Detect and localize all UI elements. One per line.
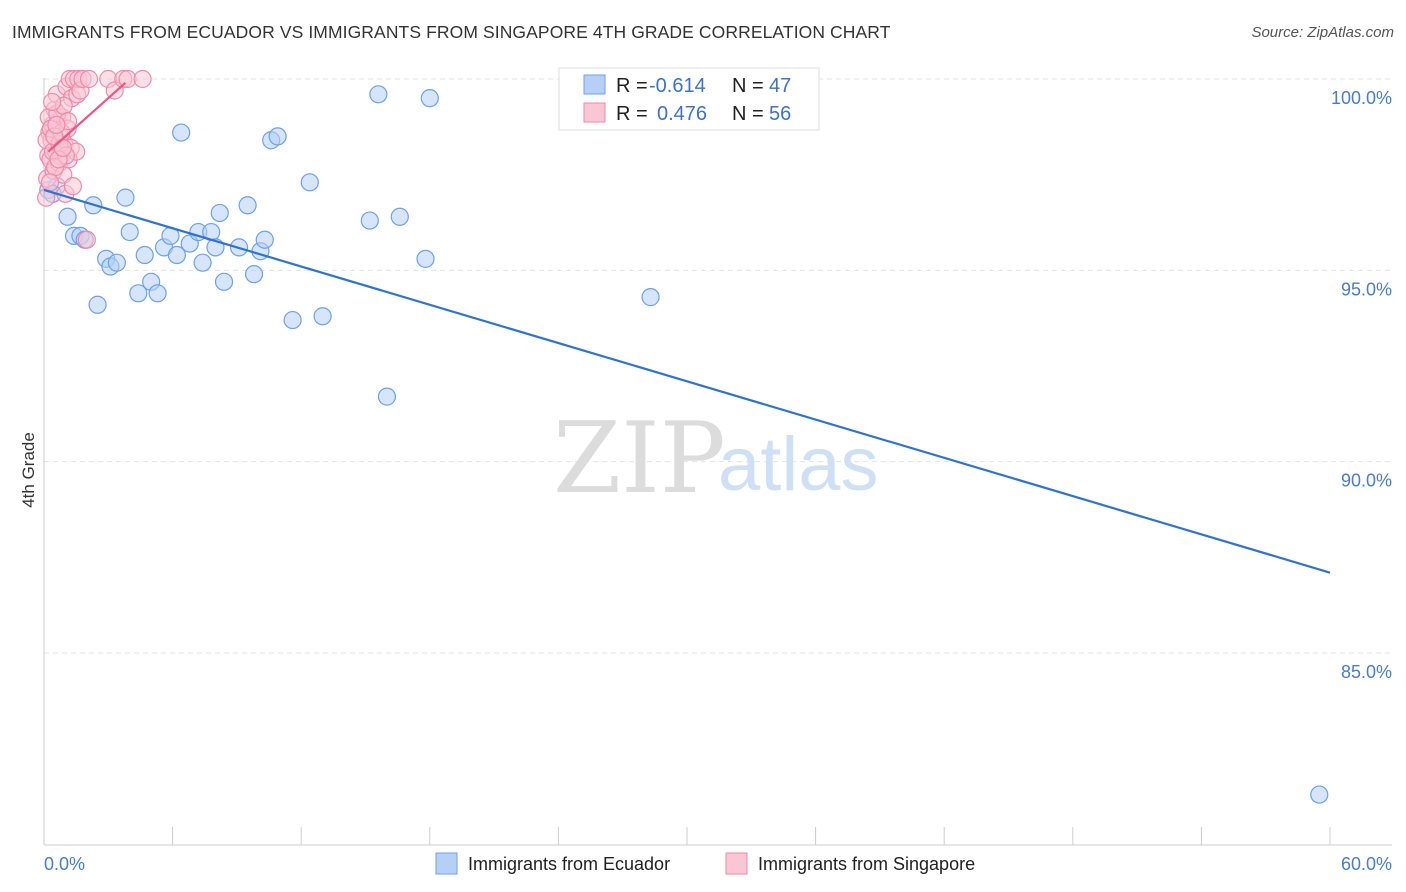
point-ecuador — [255, 230, 274, 249]
stats-n-value-singapore: 56 — [769, 103, 791, 125]
stats-n-label-ecuador: N = — [732, 75, 764, 97]
point-ecuador — [268, 127, 287, 146]
stats-box: R = -0.614 N = 47 R = 0.476 N = 56 — [558, 67, 820, 131]
trend-lines — [43, 82, 1331, 574]
y-tick-labels: 100.0% 95.0% 90.0% 85.0% — [1331, 88, 1392, 682]
y-tick-label: 85.0% — [1341, 662, 1392, 682]
x-ticks — [172, 827, 1331, 845]
legend-swatch-ecuador — [435, 852, 458, 875]
point-ecuador — [210, 203, 229, 223]
point-singapore — [79, 69, 99, 89]
x-tick-label: 60.0% — [1341, 854, 1392, 874]
point-ecuador — [107, 253, 126, 272]
chart-title: IMMIGRANTS FROM ECUADOR VS IMMIGRANTS FR… — [12, 22, 891, 42]
point-ecuador — [238, 196, 257, 215]
legend: Immigrants from Ecuador Immigrants from … — [435, 852, 975, 875]
legend-swatch-singapore — [725, 852, 748, 875]
stats-swatch-singapore — [583, 102, 606, 123]
y-tick-label: 90.0% — [1341, 471, 1392, 491]
point-singapore — [47, 115, 66, 135]
point-singapore — [77, 230, 96, 249]
legend-label-singapore: Immigrants from Singapore — [758, 854, 975, 874]
point-ecuador — [313, 307, 332, 326]
point-ecuador — [360, 211, 379, 230]
watermark-atlas: atlas — [718, 422, 879, 507]
point-ecuador — [58, 207, 77, 226]
point-ecuador — [172, 123, 191, 142]
y-axis-label: 4th Grade — [19, 432, 38, 508]
stats-n-value-ecuador: 47 — [769, 75, 791, 97]
x-tick-label: 0.0% — [44, 854, 85, 874]
x-tick-labels: 0.0% 60.0% — [44, 854, 1392, 874]
point-ecuador — [244, 265, 264, 284]
point-ecuador — [129, 284, 148, 303]
watermark: ZIP atlas — [553, 402, 879, 516]
point-ecuador — [369, 85, 388, 104]
point-ecuador — [193, 253, 212, 272]
point-ecuador — [1310, 785, 1329, 804]
point-singapore — [40, 173, 60, 192]
point-ecuador — [88, 295, 107, 314]
legend-label-ecuador: Immigrants from Ecuador — [468, 854, 670, 874]
watermark-zip: ZIP — [553, 402, 726, 516]
point-ecuador — [390, 207, 409, 226]
trend-line-ecuador — [43, 188, 1331, 574]
point-singapore — [43, 92, 62, 112]
point-ecuador — [120, 222, 139, 242]
gridlines — [44, 78, 1392, 654]
point-ecuador — [283, 310, 302, 330]
point-ecuador — [300, 173, 319, 192]
point-singapore — [63, 177, 83, 196]
point-ecuador — [420, 89, 439, 108]
stats-r-label-singapore: R = — [616, 103, 648, 125]
point-singapore — [133, 69, 152, 89]
y-tick-label: 95.0% — [1341, 279, 1392, 299]
point-ecuador — [641, 288, 660, 307]
trend-line-singapore — [47, 82, 127, 153]
point-ecuador — [116, 188, 135, 207]
stats-r-value-singapore: 0.476 — [657, 103, 707, 125]
point-ecuador — [214, 272, 234, 291]
point-singapore — [53, 138, 72, 157]
stats-swatch-ecuador — [583, 74, 606, 95]
point-ecuador — [377, 387, 397, 406]
point-ecuador — [148, 284, 167, 303]
series-ecuador-points — [39, 85, 1329, 804]
source-credit: Source: ZipAtlas.com — [1251, 24, 1394, 41]
point-ecuador — [167, 245, 186, 265]
stats-n-label-singapore: N = — [732, 103, 764, 125]
stats-r-label-ecuador: R = — [616, 75, 648, 97]
series-singapore-points — [37, 69, 152, 249]
point-ecuador — [135, 245, 154, 265]
point-ecuador — [416, 249, 435, 268]
y-tick-label: 100.0% — [1331, 88, 1392, 108]
stats-r-value-ecuador: -0.614 — [649, 75, 706, 97]
